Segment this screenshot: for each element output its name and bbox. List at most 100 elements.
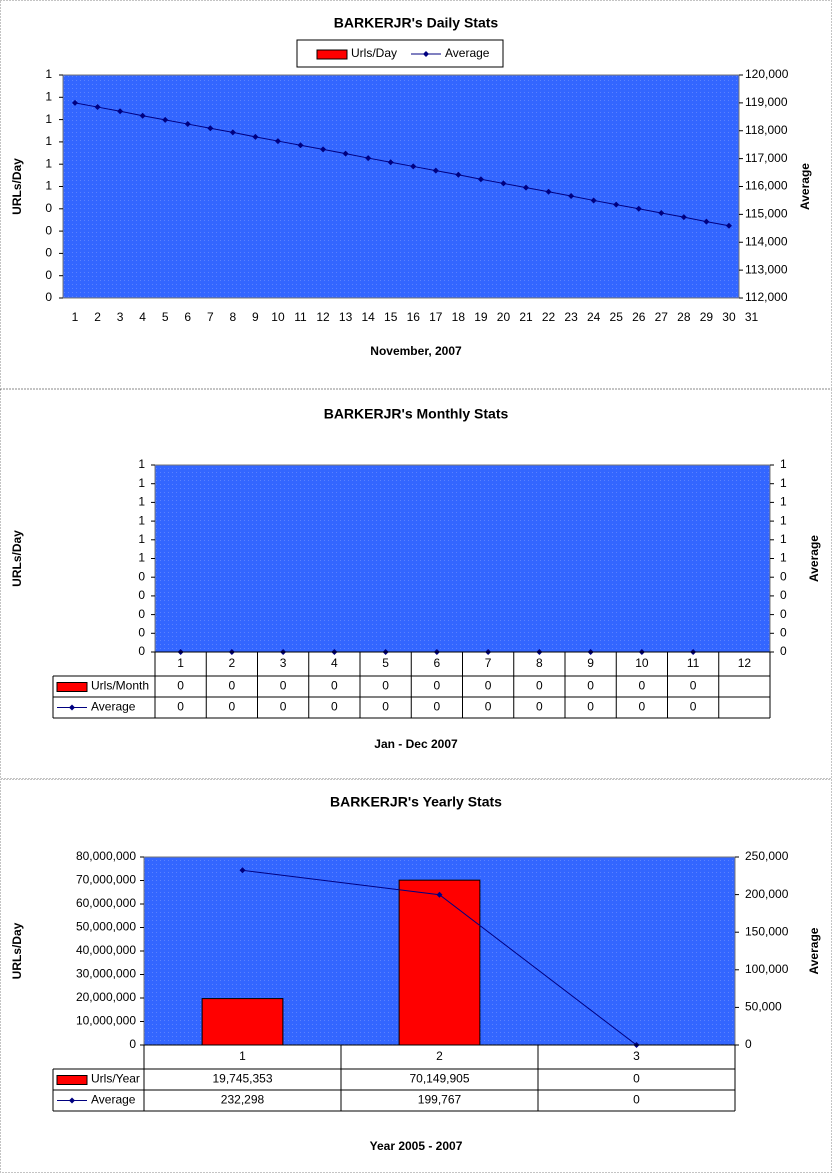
table-value: 0 <box>177 679 184 693</box>
y2-tick-label: 114,000 <box>745 234 788 248</box>
y2-tick-label: 250,000 <box>745 849 789 863</box>
table-value: 199,767 <box>418 1093 462 1107</box>
legend-label: Average <box>445 46 490 60</box>
y2-axis-label: Average <box>798 163 812 210</box>
table-value: 0 <box>639 700 646 714</box>
x-tick-label: 24 <box>587 310 601 324</box>
table-value: 0 <box>633 1072 640 1086</box>
x-tick-label: 4 <box>331 656 338 670</box>
x-tick-label: 1 <box>72 310 79 324</box>
marker <box>635 205 642 212</box>
x-tick-label: 28 <box>677 310 691 324</box>
y2-axis-label: Average <box>807 927 821 974</box>
chart-title: BARKERJR's Monthly Stats <box>324 406 509 422</box>
y-axis-label: URLs/Day <box>10 530 24 587</box>
table-value: 232,298 <box>221 1093 265 1107</box>
marker <box>297 142 304 149</box>
marker <box>568 192 575 199</box>
x-tick-label: 20 <box>497 310 511 324</box>
y-axis-label: URLs/Day <box>10 158 24 215</box>
x-tick-label: 3 <box>117 310 124 324</box>
y-tick-label: 30,000,000 <box>76 967 136 981</box>
x-tick-label: 10 <box>635 656 649 670</box>
x-tick-label: 21 <box>519 310 533 324</box>
y2-tick-label: 0 <box>780 607 787 621</box>
x-axis-label: Jan - Dec 2007 <box>374 737 458 751</box>
x-tick-label: 17 <box>429 310 443 324</box>
table-value: 0 <box>536 700 543 714</box>
x-tick-label: 6 <box>184 310 191 324</box>
y-tick-label: 20,000,000 <box>76 990 136 1004</box>
y2-tick-label: 0 <box>780 588 787 602</box>
y2-tick-label: 0 <box>745 1037 752 1051</box>
y-tick-label: 1 <box>138 495 145 509</box>
y2-tick-label: 1 <box>780 476 787 490</box>
table-value: 0 <box>587 679 594 693</box>
table-value: 0 <box>690 700 697 714</box>
legend-label: Average <box>91 700 136 714</box>
x-tick-label: 1 <box>239 1049 246 1063</box>
x-tick-label: 7 <box>485 656 492 670</box>
marker <box>590 197 597 204</box>
marker <box>252 133 259 140</box>
table-value: 0 <box>633 1093 640 1107</box>
x-tick-label: 26 <box>632 310 646 324</box>
y-tick-label: 1 <box>138 457 145 471</box>
x-tick-label: 29 <box>700 310 714 324</box>
y2-tick-label: 118,000 <box>745 123 788 137</box>
x-tick-label: 11 <box>294 310 307 324</box>
y-tick-label: 1 <box>138 513 145 527</box>
legend-label: Urls/Day <box>351 46 397 60</box>
x-tick-label: 23 <box>564 310 578 324</box>
x-tick-label: 11 <box>687 656 700 670</box>
x-tick-label: 14 <box>361 310 375 324</box>
y-tick-label: 1 <box>45 89 52 103</box>
table-value: 0 <box>331 700 338 714</box>
marker <box>545 188 552 195</box>
bar <box>201 998 284 1046</box>
marker <box>162 116 169 123</box>
y2-tick-label: 1 <box>780 495 787 509</box>
table-value: 0 <box>280 679 287 693</box>
x-tick-label: 6 <box>434 656 441 670</box>
x-tick-label: 2 <box>229 656 236 670</box>
x-tick-label: 13 <box>339 310 353 324</box>
x-tick-label: 2 <box>94 310 101 324</box>
y-tick-label: 0 <box>138 607 145 621</box>
marker <box>207 125 214 132</box>
x-tick-label: 31 <box>745 310 759 324</box>
legend-key <box>423 51 429 57</box>
legend <box>296 39 504 68</box>
y2-tick-label: 1 <box>780 551 787 565</box>
y-tick-label: 1 <box>45 112 52 126</box>
marker <box>477 176 484 183</box>
marker <box>613 201 620 208</box>
marker <box>436 891 443 898</box>
legend-key <box>56 1075 88 1085</box>
x-tick-label: 27 <box>655 310 669 324</box>
marker <box>117 108 124 115</box>
y-tick-label: 40,000,000 <box>76 943 136 957</box>
y2-tick-label: 100,000 <box>745 962 789 976</box>
legend-key <box>56 682 88 692</box>
chart-title: BARKERJR's Daily Stats <box>334 15 499 31</box>
x-axis-label: November, 2007 <box>370 344 462 358</box>
y-tick-label: 1 <box>45 67 52 81</box>
y2-tick-label: 120,000 <box>745 67 789 81</box>
table-value: 0 <box>177 700 184 714</box>
y-tick-label: 1 <box>138 551 145 565</box>
marker <box>523 184 529 191</box>
y2-tick-label: 117,000 <box>745 151 788 165</box>
table-value: 0 <box>587 700 594 714</box>
y-tick-label: 1 <box>45 179 52 193</box>
table-value: 0 <box>639 679 646 693</box>
y-tick-label: 1 <box>45 156 52 170</box>
marker <box>184 121 191 128</box>
table-value: 0 <box>382 700 389 714</box>
chart-title: BARKERJR's Yearly Stats <box>330 794 502 810</box>
line <box>74 102 730 227</box>
y2-tick-label: 1 <box>780 513 787 527</box>
x-tick-label: 8 <box>230 310 237 324</box>
y2-tick-label: 112,000 <box>745 290 788 304</box>
